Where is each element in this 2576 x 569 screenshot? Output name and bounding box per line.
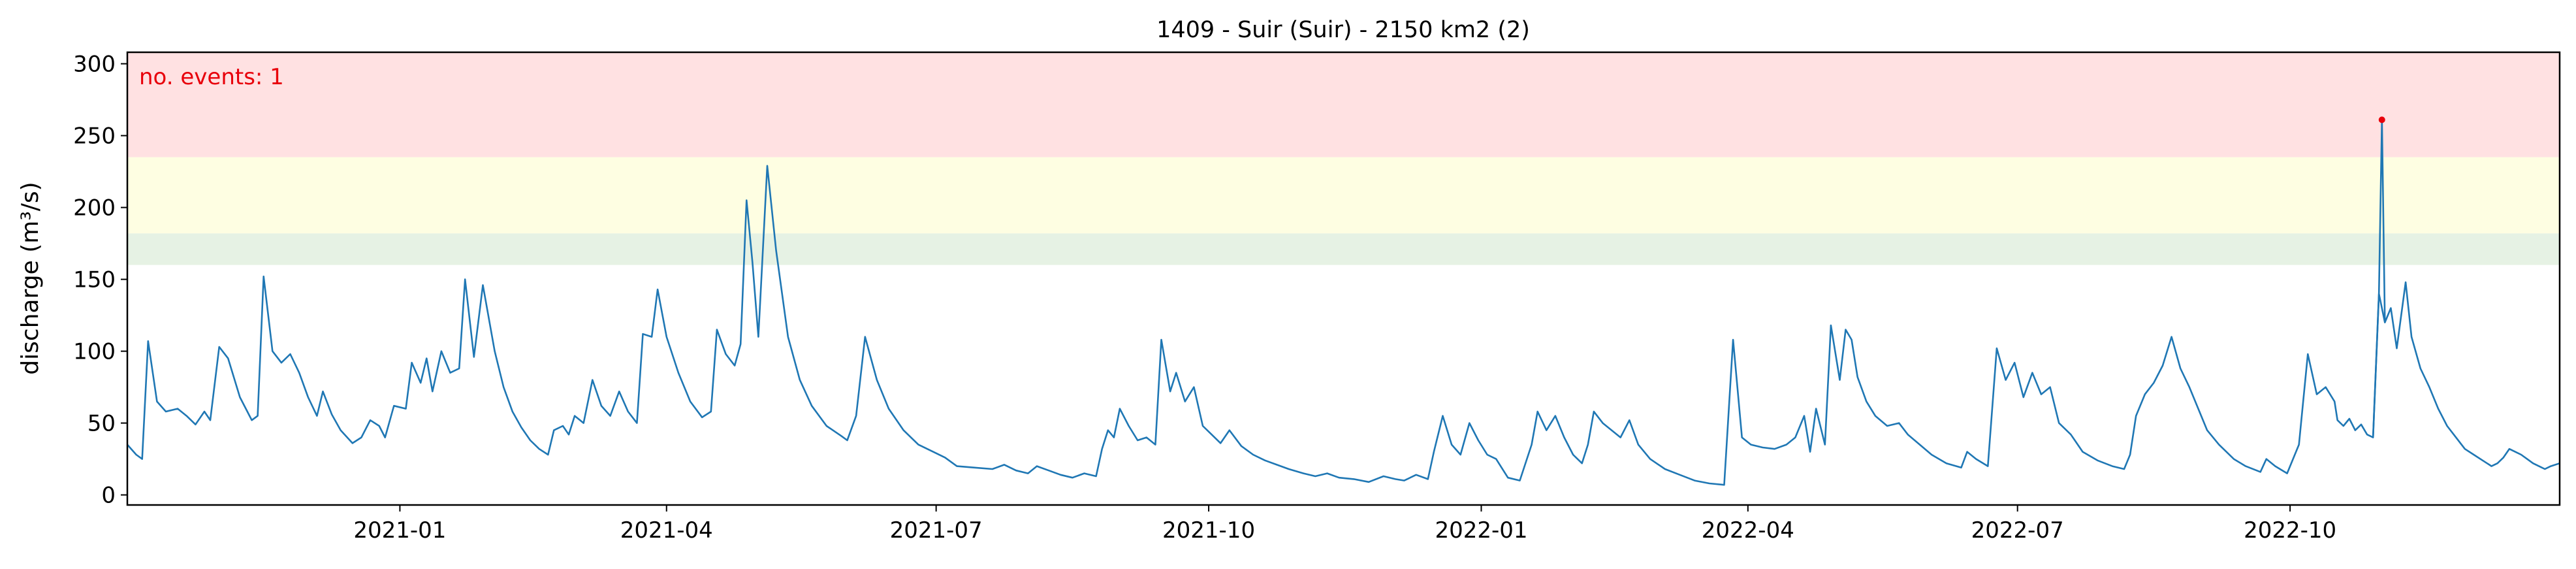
x-tick-label-2022-04: 2022-04 — [1702, 517, 1794, 544]
plot-frame — [126, 51, 2561, 506]
y-tick-label-100: 100 — [73, 339, 116, 365]
events-count-annotation: no. events: 1 — [139, 64, 284, 90]
x-tick-label-2021-01: 2021-01 — [353, 517, 446, 544]
event-point-0 — [2378, 116, 2385, 123]
y-tick-label-200: 200 — [73, 195, 116, 221]
y-axis-label: discharge (m³/s) — [17, 182, 44, 374]
x-tick-label-2021-07: 2021-07 — [890, 517, 983, 544]
x-tick-label-2021-04: 2021-04 — [620, 517, 713, 544]
x-tick-label-2021-10: 2021-10 — [1162, 517, 1255, 544]
series-layer — [127, 119, 2560, 486]
threshold-band-1 — [127, 157, 2560, 234]
threshold-band-2 — [127, 52, 2560, 157]
discharge-series-line — [127, 165, 2560, 486]
x-tick-label-2022-07: 2022-07 — [1971, 517, 2064, 544]
y-tick-label-50: 50 — [87, 411, 116, 437]
threshold-bands — [127, 52, 2560, 265]
event-peak-line — [2372, 119, 2386, 438]
chart-title: 1409 - Suir (Suir) - 2150 km2 (2) — [1156, 17, 1530, 43]
y-axis: 0 50 100 150 200 250 300 — [73, 52, 127, 509]
event-markers — [2378, 116, 2385, 123]
x-axis: 2021-01 2021-04 2021-07 2021-10 2022-01 2022-… — [353, 505, 2336, 544]
threshold-band-0 — [127, 233, 2560, 265]
x-tick-label-2022-10: 2022-10 — [2244, 517, 2336, 544]
y-tick-label-0: 0 — [101, 483, 116, 509]
x-tick-label-2022-01: 2022-01 — [1435, 517, 1527, 544]
y-tick-label-150: 150 — [73, 267, 116, 293]
y-tick-label-250: 250 — [73, 123, 116, 150]
y-tick-label-300: 300 — [73, 52, 116, 78]
